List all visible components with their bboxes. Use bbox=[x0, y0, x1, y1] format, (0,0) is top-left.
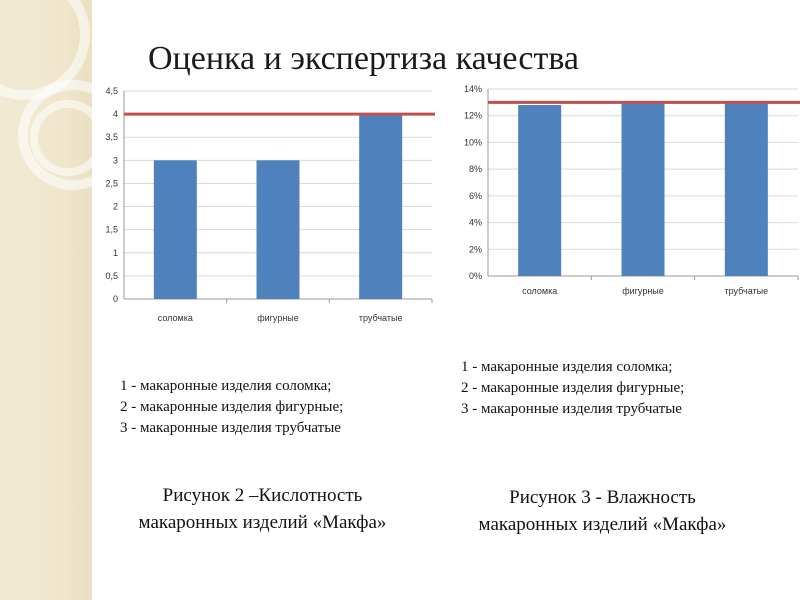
legend-left: 1 - макаронные изделия соломка; 2 - мака… bbox=[120, 376, 343, 439]
y-tick-label: 4% bbox=[469, 218, 482, 228]
x-tick-label: трубчатые bbox=[359, 313, 403, 323]
legend-item: 1 - макаронные изделия соломка; bbox=[120, 378, 332, 394]
y-tick-label: 14% bbox=[464, 84, 482, 94]
bar bbox=[724, 103, 768, 276]
bar bbox=[359, 114, 403, 299]
y-tick-label: 1 bbox=[113, 248, 118, 258]
x-tick-label: соломка bbox=[522, 286, 557, 296]
y-tick-label: 0 bbox=[113, 294, 118, 304]
legend-right: 1 - макаронные изделия соломка; 2 - мака… bbox=[461, 357, 684, 420]
decorative-side-strip bbox=[0, 0, 92, 600]
x-tick-label: соломка bbox=[158, 313, 193, 323]
moisture-bar-chart: 0% 2% 4% 6% 8% 10% 12% 14% соломка фигурные трубча… bbox=[464, 84, 800, 296]
y-tick-label: 8% bbox=[469, 164, 482, 174]
legend-item: 3 - макаронные изделия трубчатые bbox=[120, 420, 341, 436]
acidity-bar-chart: 0 0,5 1 1,5 2 2,5 3 3,5 4 4,5 соломка фигурные трубч… bbox=[105, 86, 435, 323]
y-tick-label: 0,5 bbox=[105, 271, 118, 281]
bar bbox=[153, 160, 197, 299]
legend-item: 2 - макаронные изделия фигурные; bbox=[461, 380, 685, 396]
x-tick-label: фигурные bbox=[257, 313, 299, 323]
y-tick-label: 3,5 bbox=[105, 132, 118, 142]
decorative-ring bbox=[30, 100, 92, 176]
caption-line: макаронных изделий «Макфа» bbox=[138, 512, 387, 533]
y-tick-label: 0% bbox=[469, 271, 482, 281]
y-tick-label: 2 bbox=[113, 202, 118, 212]
y-tick-label: 4 bbox=[113, 109, 118, 119]
caption-line: Рисунок 2 –Кислотность bbox=[162, 485, 363, 506]
caption-right: Рисунок 3 - Влажность макаронных изделий… bbox=[440, 484, 765, 538]
y-tick-label: 2% bbox=[469, 244, 482, 254]
legend-item: 3 - макаронные изделия трубчатые bbox=[461, 401, 682, 417]
decorative-ring bbox=[18, 80, 92, 190]
y-tick-label: 4,5 bbox=[105, 86, 118, 96]
x-tick-label: трубчатые bbox=[725, 286, 769, 296]
bar bbox=[518, 105, 562, 277]
y-tick-label: 3 bbox=[113, 155, 118, 165]
y-tick-label: 12% bbox=[464, 111, 482, 121]
caption-line: макаронных изделий «Макфа» bbox=[478, 514, 727, 535]
x-tick-label: фигурные bbox=[622, 286, 664, 296]
y-tick-label: 6% bbox=[469, 191, 482, 201]
caption-left: Рисунок 2 –Кислотность макаронных издели… bbox=[100, 482, 425, 536]
caption-line: Рисунок 3 - Влажность bbox=[509, 487, 696, 508]
bar bbox=[621, 103, 665, 276]
legend-item: 2 - макаронные изделия фигурные; bbox=[120, 399, 344, 415]
legend-item: 1 - макаронные изделия соломка; bbox=[461, 359, 673, 375]
y-tick-label: 2,5 bbox=[105, 178, 118, 188]
bar bbox=[256, 160, 300, 299]
slide-title: Оценка и экспертиза качества bbox=[148, 40, 580, 77]
y-tick-label: 1,5 bbox=[105, 225, 118, 235]
y-tick-label: 10% bbox=[464, 137, 482, 147]
